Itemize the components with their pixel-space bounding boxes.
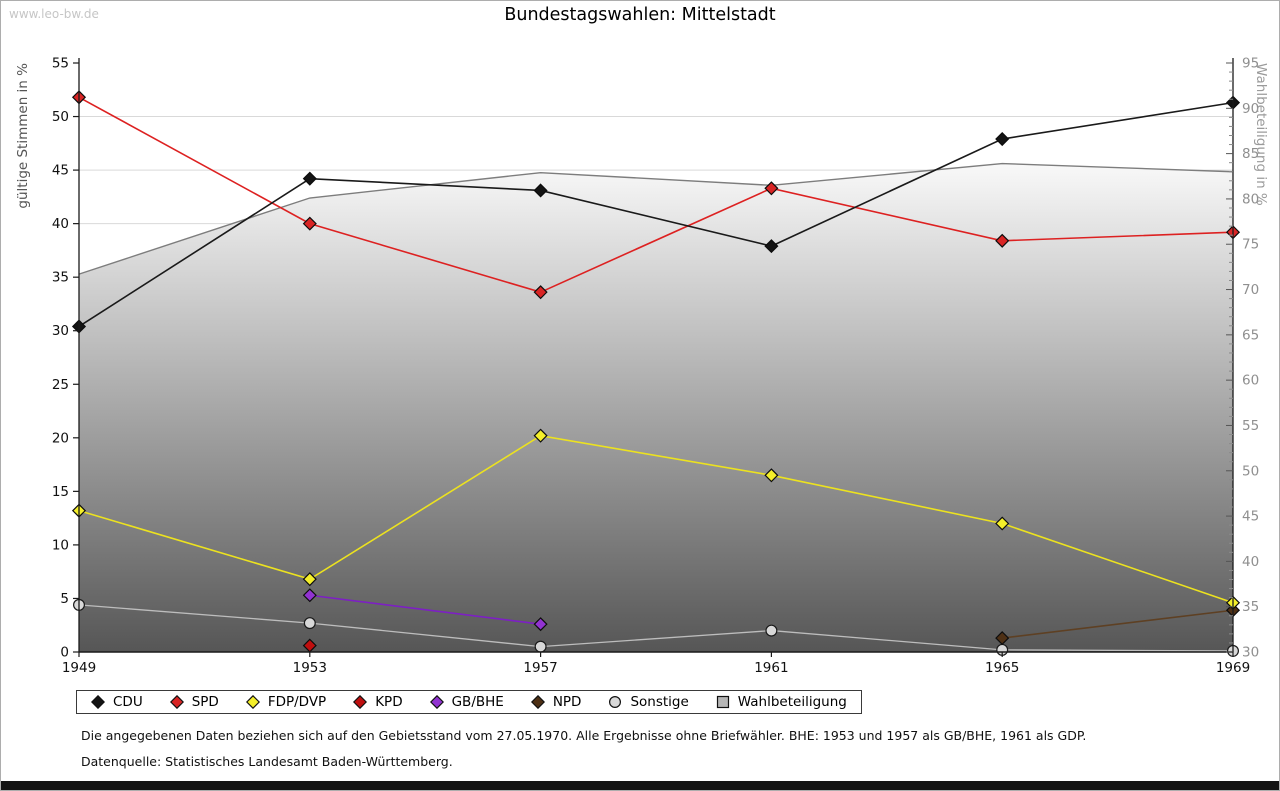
watermark: www.leo-bw.de — [9, 7, 99, 21]
data-point — [534, 640, 547, 653]
left-tick-label: 50 — [52, 109, 69, 125]
series-fdp-dvp — [71, 428, 1241, 610]
circle-marker-icon — [609, 695, 622, 709]
right-tick-label: 35 — [1242, 599, 1259, 615]
right-tick-label: 80 — [1242, 191, 1259, 207]
right-tick-label: 45 — [1242, 509, 1259, 525]
left-tick-label: 5 — [60, 591, 69, 607]
data-point — [533, 285, 548, 300]
legend: CDU SPD FDP/DVP KPD GB/BHE NPD Sonstige Wahlbet… — [76, 690, 862, 714]
series-wahlbeteiligung-line — [78, 162, 1234, 275]
data-point — [764, 181, 779, 196]
left-tick-label: 20 — [52, 430, 69, 446]
footnote-gebietsstand: Die angegebenen Daten beziehen sich auf … — [81, 728, 1087, 743]
diamond-marker-icon — [530, 695, 545, 709]
data-point — [533, 428, 548, 443]
data-point — [995, 631, 1010, 646]
page-title: Bundestagswahlen: Mittelstadt — [504, 5, 776, 25]
right-axis-ticks: 30 35 40 45 50 55 60 65 70 75 80 85 90 95 — [1226, 56, 1259, 661]
diamond-marker-icon — [429, 695, 444, 709]
diamond-marker-icon — [91, 695, 105, 709]
left-tick-label: 15 — [52, 484, 69, 500]
right-tick-label: 30 — [1242, 645, 1259, 661]
right-tick-label: 85 — [1242, 146, 1259, 162]
data-point — [533, 617, 548, 632]
left-tick-label: 55 — [52, 56, 69, 72]
left-axis-ticks: 0 5 10 15 20 25 30 35 40 45 50 55 — [52, 56, 79, 661]
data-point — [302, 572, 317, 587]
legend-item-kpd: KPD — [353, 694, 403, 710]
diamond-marker-icon — [169, 695, 184, 709]
right-tick-label: 70 — [1242, 282, 1259, 298]
x-tick-label: 1949 — [62, 660, 96, 676]
legend-item-npd: NPD — [530, 694, 582, 710]
legend-item-gb-bhe: GB/BHE — [429, 694, 504, 710]
legend-label: SPD — [191, 694, 219, 710]
legend-item-wahlbeteiligung: Wahlbeteiligung — [716, 694, 847, 710]
series-npd — [995, 603, 1241, 646]
legend-label: FDP/DVP — [267, 694, 327, 710]
data-point — [302, 216, 317, 231]
x-axis-ticks: 1949 1953 1957 1961 1965 1969 — [62, 652, 1250, 676]
x-tick-label: 1957 — [523, 660, 557, 676]
right-tick-label: 60 — [1242, 373, 1259, 389]
right-axis-title: Wahlbeteiligung in % — [1253, 63, 1269, 206]
bottom-bar — [1, 781, 1279, 790]
data-point — [533, 183, 548, 198]
right-tick-label: 75 — [1242, 237, 1259, 253]
right-tick-label: 95 — [1242, 56, 1259, 72]
left-tick-label: 30 — [52, 323, 69, 339]
diamond-marker-icon — [245, 695, 260, 709]
right-tick-label: 90 — [1242, 101, 1259, 117]
left-axis-title: gültige Stimmen in % — [15, 63, 31, 209]
series-gb-bhe — [302, 588, 548, 632]
right-tick-label: 65 — [1242, 327, 1259, 343]
legend-label: Sonstige — [630, 694, 689, 710]
right-tick-label: 55 — [1242, 418, 1259, 434]
legend-label: GB/BHE — [451, 694, 504, 710]
footnote-datenquelle: Datenquelle: Statistisches Landesamt Bad… — [81, 754, 453, 769]
data-point — [303, 617, 316, 630]
axes — [78, 58, 1234, 653]
left-tick-label: 45 — [52, 163, 69, 179]
legend-label: Wahlbeteiligung — [737, 694, 847, 710]
legend-item-spd: SPD — [169, 694, 219, 710]
x-tick-label: 1965 — [985, 660, 1019, 676]
data-point — [995, 516, 1010, 531]
legend-item-fdp-dvp: FDP/DVP — [245, 694, 327, 710]
series-wahlbeteiligung-area — [79, 163, 1233, 653]
data-point — [995, 131, 1010, 147]
data-point — [764, 239, 779, 254]
legend-label: KPD — [375, 694, 403, 710]
left-tick-label: 10 — [52, 537, 69, 553]
legend-item-sonstige: Sonstige — [608, 694, 689, 710]
right-tick-label: 50 — [1242, 463, 1259, 479]
x-tick-label: 1969 — [1216, 660, 1250, 676]
right-tick-label: 40 — [1242, 554, 1259, 570]
left-tick-label: 35 — [52, 270, 69, 286]
data-point — [302, 588, 317, 603]
x-tick-label: 1953 — [293, 660, 327, 676]
left-tick-label: 25 — [52, 377, 69, 393]
data-point — [764, 468, 779, 483]
diamond-marker-icon — [353, 695, 368, 709]
left-tick-label: 0 — [60, 645, 69, 661]
legend-label: NPD — [552, 694, 582, 710]
square-marker-icon — [716, 695, 729, 709]
data-point — [995, 233, 1010, 248]
legend-label: CDU — [113, 694, 143, 710]
data-point — [765, 624, 778, 637]
left-tick-label: 40 — [52, 216, 69, 232]
x-tick-label: 1961 — [754, 660, 788, 676]
legend-item-cdu: CDU — [91, 694, 143, 710]
data-point — [302, 171, 317, 186]
